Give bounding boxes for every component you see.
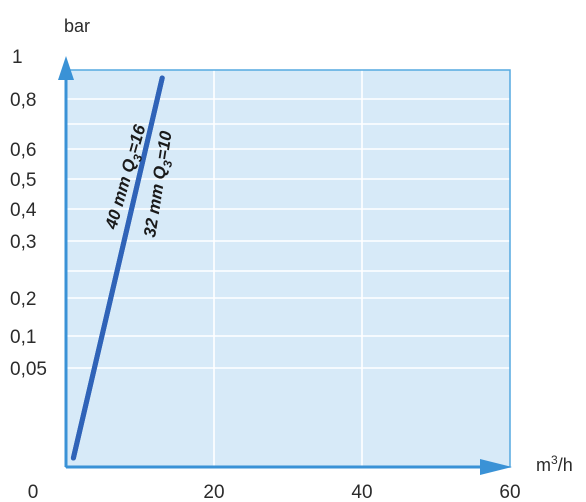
y-tick-labels: 1 0,8 0,6 0,5 0,4 0,3 0,2 0,1 0,05 <box>10 47 47 380</box>
series-lines <box>70 75 165 461</box>
plot-area <box>66 70 510 467</box>
x-tick-label-1: 20 <box>203 482 224 502</box>
y-tick-label-6: 0,2 <box>10 289 36 310</box>
y-tick-label-4: 0,4 <box>10 200 37 221</box>
y-tick-label-1: 0,8 <box>10 90 36 111</box>
x-unit-sup: 3 <box>551 453 558 467</box>
x-unit-label: m3/h <box>536 453 573 475</box>
y-tick-label-5: 0,3 <box>10 232 36 253</box>
x-tick-label-2: 40 <box>351 482 372 502</box>
y-tick-label-3: 0,5 <box>10 170 36 191</box>
x-tick-labels: 0 20 40 60 <box>28 482 521 502</box>
x-tick-label-0: 0 <box>28 482 39 502</box>
grid-lines <box>66 70 510 467</box>
axes <box>58 56 512 475</box>
x-unit-tail: /h <box>558 455 573 475</box>
y-tick-label-0: 1 <box>12 47 23 68</box>
series-label-32mm-sub: 3 <box>160 159 175 168</box>
x-axis-arrow-icon <box>480 459 512 475</box>
y-tick-label-2: 0,6 <box>10 140 36 161</box>
y-unit-label: bar <box>64 16 90 36</box>
series-label-40mm-sub: 3 <box>130 153 145 164</box>
x-tick-label-3: 60 <box>499 482 520 502</box>
x-unit-base: m <box>536 455 551 475</box>
series-label-32mm-tail: =10 <box>152 129 175 161</box>
y-tick-label-8: 0,05 <box>10 359 47 380</box>
y-axis-arrow-icon <box>58 56 74 80</box>
y-tick-label-7: 0,1 <box>10 327 36 348</box>
series-line-1 <box>70 75 165 461</box>
